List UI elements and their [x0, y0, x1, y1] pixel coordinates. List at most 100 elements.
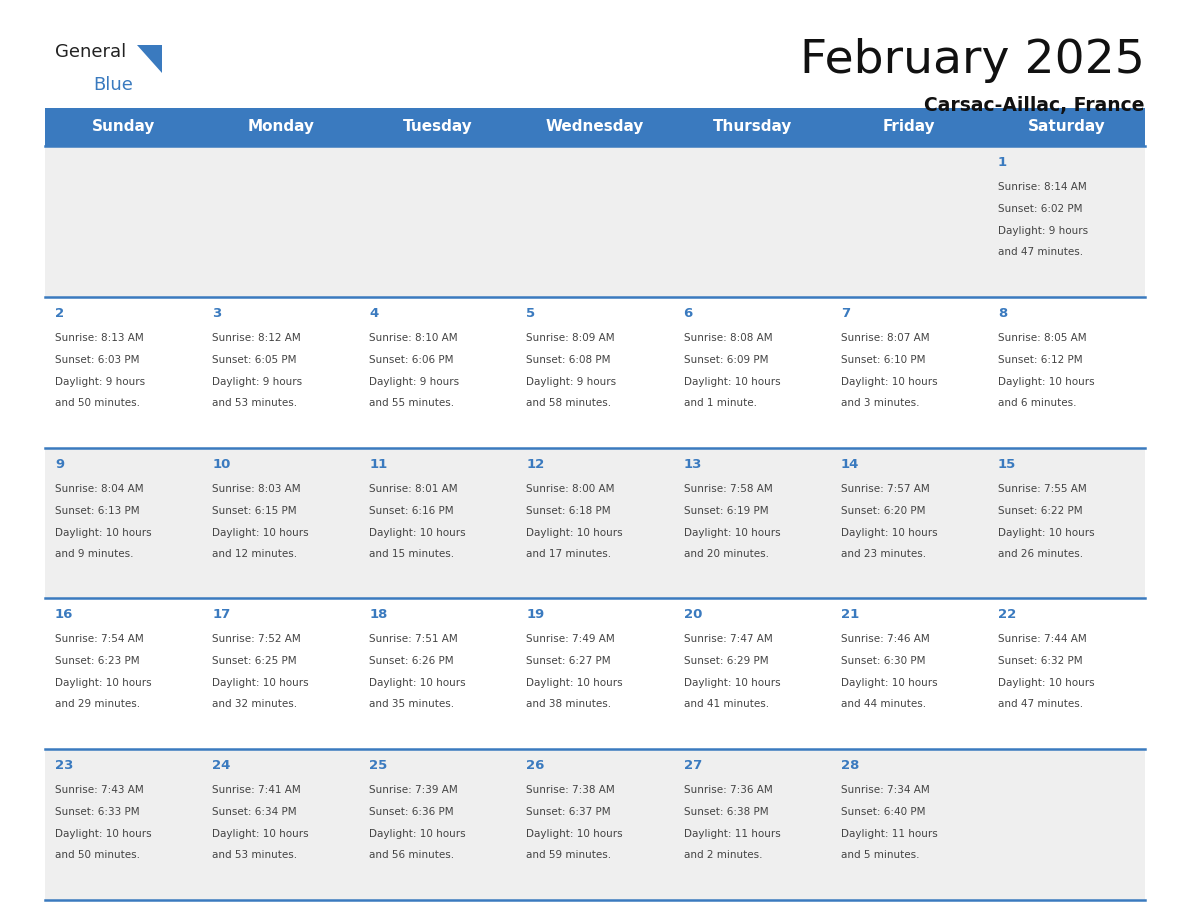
Text: Daylight: 10 hours: Daylight: 10 hours [526, 678, 623, 688]
Text: Sunrise: 8:01 AM: Sunrise: 8:01 AM [369, 484, 457, 494]
Text: Tuesday: Tuesday [403, 119, 473, 135]
Bar [45, 146, 1145, 297]
Text: Sunset: 6:29 PM: Sunset: 6:29 PM [683, 656, 769, 666]
Text: Sunrise: 7:55 AM: Sunrise: 7:55 AM [998, 484, 1087, 494]
Text: 17: 17 [213, 609, 230, 621]
Text: 1: 1 [998, 156, 1007, 169]
Text: Daylight: 10 hours: Daylight: 10 hours [55, 528, 152, 538]
Text: Sunset: 6:13 PM: Sunset: 6:13 PM [55, 506, 140, 516]
Text: 21: 21 [841, 609, 859, 621]
Text: and 29 minutes.: and 29 minutes. [55, 700, 140, 710]
Text: Daylight: 10 hours: Daylight: 10 hours [841, 678, 937, 688]
Text: Sunset: 6:08 PM: Sunset: 6:08 PM [526, 354, 611, 364]
Text: Sunrise: 8:12 AM: Sunrise: 8:12 AM [213, 333, 301, 342]
Text: and 3 minutes.: and 3 minutes. [841, 397, 920, 408]
Text: Sunrise: 7:47 AM: Sunrise: 7:47 AM [683, 634, 772, 644]
Text: 16: 16 [55, 609, 74, 621]
Text: and 41 minutes.: and 41 minutes. [683, 700, 769, 710]
Text: and 23 minutes.: and 23 minutes. [841, 549, 925, 558]
Text: Sunrise: 7:54 AM: Sunrise: 7:54 AM [55, 634, 144, 644]
Text: Sunrise: 7:46 AM: Sunrise: 7:46 AM [841, 634, 929, 644]
Text: Sunrise: 7:57 AM: Sunrise: 7:57 AM [841, 484, 929, 494]
Text: Daylight: 10 hours: Daylight: 10 hours [55, 678, 152, 688]
Text: and 59 minutes.: and 59 minutes. [526, 850, 612, 860]
Text: Daylight: 9 hours: Daylight: 9 hours [55, 376, 145, 386]
Text: and 47 minutes.: and 47 minutes. [998, 247, 1083, 257]
Text: and 32 minutes.: and 32 minutes. [213, 700, 297, 710]
Text: Daylight: 10 hours: Daylight: 10 hours [998, 376, 1094, 386]
Text: General: General [55, 43, 126, 61]
Text: Sunrise: 8:09 AM: Sunrise: 8:09 AM [526, 333, 615, 342]
Text: and 44 minutes.: and 44 minutes. [841, 700, 925, 710]
Text: 2: 2 [55, 307, 64, 319]
Text: Sunrise: 8:07 AM: Sunrise: 8:07 AM [841, 333, 929, 342]
Text: Sunset: 6:22 PM: Sunset: 6:22 PM [998, 506, 1082, 516]
Text: Sunset: 6:26 PM: Sunset: 6:26 PM [369, 656, 454, 666]
Text: Sunset: 6:19 PM: Sunset: 6:19 PM [683, 506, 769, 516]
Text: Sunrise: 7:52 AM: Sunrise: 7:52 AM [213, 634, 301, 644]
Text: Sunset: 6:33 PM: Sunset: 6:33 PM [55, 807, 140, 817]
Text: Sunday: Sunday [91, 119, 156, 135]
Text: Sunrise: 7:39 AM: Sunrise: 7:39 AM [369, 785, 459, 795]
Text: 4: 4 [369, 307, 379, 319]
Text: Sunrise: 7:41 AM: Sunrise: 7:41 AM [213, 785, 301, 795]
Text: Daylight: 10 hours: Daylight: 10 hours [369, 829, 466, 839]
Text: Daylight: 9 hours: Daylight: 9 hours [213, 376, 302, 386]
Text: Sunrise: 7:51 AM: Sunrise: 7:51 AM [369, 634, 459, 644]
Text: Daylight: 10 hours: Daylight: 10 hours [998, 678, 1094, 688]
Text: Daylight: 10 hours: Daylight: 10 hours [213, 678, 309, 688]
Text: Sunrise: 8:03 AM: Sunrise: 8:03 AM [213, 484, 301, 494]
Text: Wednesday: Wednesday [545, 119, 644, 135]
Bar [45, 108, 1145, 146]
Text: and 50 minutes.: and 50 minutes. [55, 397, 140, 408]
Text: Sunrise: 8:04 AM: Sunrise: 8:04 AM [55, 484, 144, 494]
Text: Friday: Friday [883, 119, 936, 135]
Text: and 35 minutes.: and 35 minutes. [369, 700, 455, 710]
Text: Saturday: Saturday [1028, 119, 1105, 135]
Text: and 20 minutes.: and 20 minutes. [683, 549, 769, 558]
Text: Daylight: 10 hours: Daylight: 10 hours [998, 528, 1094, 538]
Text: February 2025: February 2025 [801, 38, 1145, 83]
Text: Sunrise: 7:58 AM: Sunrise: 7:58 AM [683, 484, 772, 494]
Text: Sunrise: 8:05 AM: Sunrise: 8:05 AM [998, 333, 1087, 342]
Text: and 12 minutes.: and 12 minutes. [213, 549, 297, 558]
Text: Sunset: 6:36 PM: Sunset: 6:36 PM [369, 807, 454, 817]
Text: Sunset: 6:25 PM: Sunset: 6:25 PM [213, 656, 297, 666]
Text: Daylight: 10 hours: Daylight: 10 hours [526, 528, 623, 538]
Text: Daylight: 10 hours: Daylight: 10 hours [213, 528, 309, 538]
Text: Daylight: 10 hours: Daylight: 10 hours [55, 829, 152, 839]
Text: 14: 14 [841, 457, 859, 471]
Text: Daylight: 9 hours: Daylight: 9 hours [526, 376, 617, 386]
Text: Daylight: 10 hours: Daylight: 10 hours [369, 678, 466, 688]
Text: Sunset: 6:37 PM: Sunset: 6:37 PM [526, 807, 611, 817]
Text: Sunset: 6:12 PM: Sunset: 6:12 PM [998, 354, 1082, 364]
Text: and 38 minutes.: and 38 minutes. [526, 700, 612, 710]
Text: Sunset: 6:09 PM: Sunset: 6:09 PM [683, 354, 769, 364]
Text: and 50 minutes.: and 50 minutes. [55, 850, 140, 860]
Text: Sunrise: 8:13 AM: Sunrise: 8:13 AM [55, 333, 144, 342]
Text: and 56 minutes.: and 56 minutes. [369, 850, 455, 860]
Text: and 1 minute.: and 1 minute. [683, 397, 757, 408]
Bar [45, 448, 1145, 599]
Text: 25: 25 [369, 759, 387, 772]
Text: Sunrise: 8:10 AM: Sunrise: 8:10 AM [369, 333, 457, 342]
Text: Sunrise: 7:34 AM: Sunrise: 7:34 AM [841, 785, 929, 795]
Text: and 2 minutes.: and 2 minutes. [683, 850, 762, 860]
Text: 9: 9 [55, 457, 64, 471]
Text: 11: 11 [369, 457, 387, 471]
Text: 26: 26 [526, 759, 545, 772]
Text: Daylight: 10 hours: Daylight: 10 hours [841, 528, 937, 538]
Text: 19: 19 [526, 609, 544, 621]
Text: and 55 minutes.: and 55 minutes. [369, 397, 455, 408]
Text: Sunrise: 8:00 AM: Sunrise: 8:00 AM [526, 484, 615, 494]
Text: Sunrise: 7:38 AM: Sunrise: 7:38 AM [526, 785, 615, 795]
Text: Sunset: 6:30 PM: Sunset: 6:30 PM [841, 656, 925, 666]
Text: Sunset: 6:02 PM: Sunset: 6:02 PM [998, 204, 1082, 214]
Text: Sunrise: 7:49 AM: Sunrise: 7:49 AM [526, 634, 615, 644]
Text: Sunset: 6:15 PM: Sunset: 6:15 PM [213, 506, 297, 516]
Text: and 6 minutes.: and 6 minutes. [998, 397, 1076, 408]
Text: and 53 minutes.: and 53 minutes. [213, 850, 297, 860]
Text: Sunset: 6:05 PM: Sunset: 6:05 PM [213, 354, 297, 364]
Text: Daylight: 10 hours: Daylight: 10 hours [369, 528, 466, 538]
Text: 15: 15 [998, 457, 1016, 471]
